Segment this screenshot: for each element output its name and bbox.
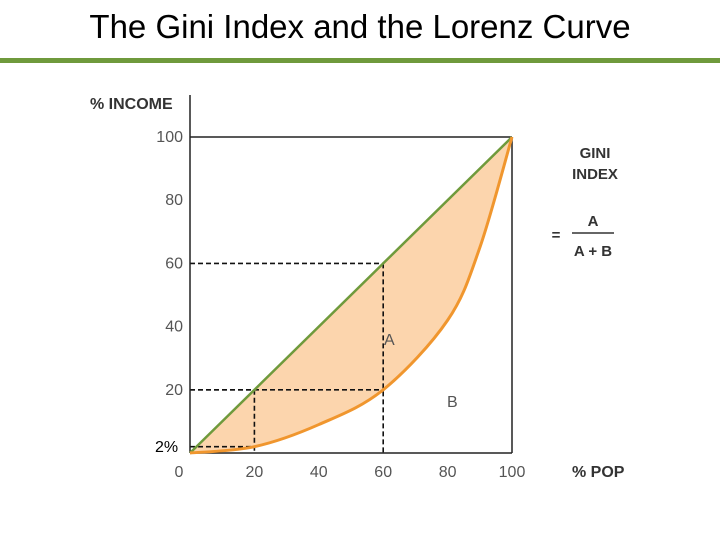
y-tick-label: 20 xyxy=(165,382,183,399)
gini-denominator: A + B xyxy=(574,243,612,260)
area-b-label: B xyxy=(447,394,458,411)
x-tick-label: 80 xyxy=(439,464,457,481)
title-rule xyxy=(0,58,720,63)
x-tick-label: 60 xyxy=(374,464,392,481)
y-tick-label: 80 xyxy=(165,192,183,209)
x-axis-title: % POP xyxy=(572,464,625,481)
y-tick-label: 40 xyxy=(165,319,183,336)
gini-title-line2: INDEX xyxy=(572,166,618,183)
equality-line xyxy=(189,136,513,454)
y-tick-label: 100 xyxy=(156,129,183,146)
x-tick-label: 0 xyxy=(175,464,184,481)
slide-title: The Gini Index and the Lorenz Curve xyxy=(89,8,631,45)
x-tick-label: 100 xyxy=(499,464,526,481)
area-a-label: A xyxy=(384,332,395,349)
reference-lines xyxy=(190,262,385,453)
y-axis-title: % INCOME xyxy=(90,96,173,113)
y-tick-label: 60 xyxy=(165,255,183,272)
two-percent-label: 2% xyxy=(155,439,178,456)
gini-numerator: A xyxy=(588,213,599,230)
gini-equals-sign: = xyxy=(552,227,561,244)
x-tick-label: 40 xyxy=(310,464,328,481)
x-tick-label: 20 xyxy=(246,464,264,481)
lorenz-curve xyxy=(189,136,514,455)
gini-title-line1: GINI xyxy=(580,145,611,162)
